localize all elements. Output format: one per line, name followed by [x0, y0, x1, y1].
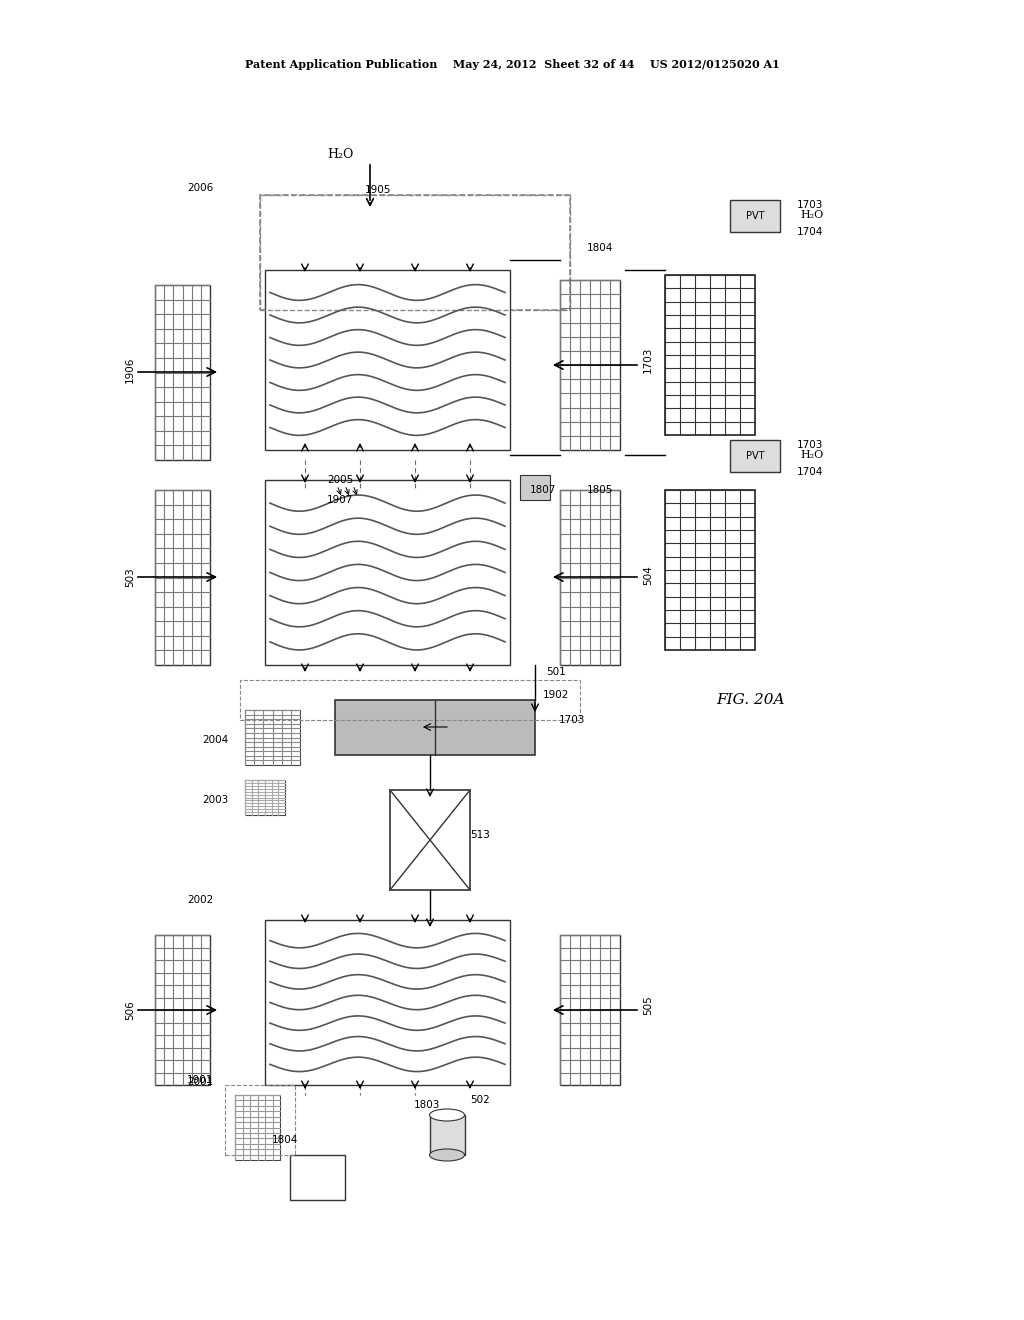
- Bar: [665, 490, 755, 649]
- Bar: [265, 480, 510, 665]
- Bar: [260, 195, 570, 310]
- Bar: [155, 490, 210, 665]
- Text: 2003: 2003: [202, 795, 228, 805]
- Bar: [245, 710, 300, 766]
- Bar: [155, 935, 210, 1085]
- Bar: [290, 1155, 345, 1200]
- Text: 1704: 1704: [797, 467, 823, 477]
- Bar: [520, 475, 550, 500]
- Text: 2005: 2005: [327, 475, 353, 484]
- Text: 1906: 1906: [125, 356, 135, 383]
- Bar: [265, 920, 510, 1085]
- Text: 1807: 1807: [529, 484, 556, 495]
- Text: 506: 506: [125, 1001, 135, 1020]
- Text: 1804: 1804: [271, 1135, 298, 1144]
- Text: 513: 513: [470, 830, 489, 840]
- Bar: [225, 1085, 295, 1155]
- Text: Patent Application Publication    May 24, 2012  Sheet 32 of 44    US 2012/012502: Patent Application Publication May 24, 2…: [245, 59, 779, 70]
- Text: 2002: 2002: [186, 895, 213, 906]
- Text: 1703: 1703: [559, 715, 585, 725]
- Text: 2001: 2001: [186, 1077, 213, 1086]
- Text: 2004: 2004: [202, 735, 228, 744]
- Bar: [155, 285, 210, 459]
- Bar: [335, 700, 535, 755]
- Text: 504: 504: [643, 565, 653, 585]
- Text: 1704: 1704: [797, 227, 823, 238]
- Text: 1905: 1905: [365, 185, 391, 195]
- Bar: [665, 275, 755, 436]
- Text: 1901: 1901: [186, 1074, 213, 1085]
- Bar: [234, 1096, 280, 1160]
- Text: H₂O: H₂O: [327, 149, 353, 161]
- Text: H₂O: H₂O: [800, 450, 823, 459]
- Bar: [260, 195, 570, 310]
- Text: 2006: 2006: [186, 183, 213, 193]
- Ellipse shape: [429, 1148, 465, 1162]
- Text: 505: 505: [643, 995, 653, 1015]
- Bar: [245, 780, 285, 814]
- Text: 1703: 1703: [797, 201, 823, 210]
- Bar: [430, 1115, 465, 1155]
- Bar: [730, 440, 780, 473]
- Bar: [265, 271, 510, 450]
- Bar: [730, 201, 780, 232]
- Text: 502: 502: [470, 1096, 489, 1105]
- Text: 503: 503: [125, 568, 135, 587]
- Text: 1907: 1907: [327, 495, 353, 506]
- Text: 1805: 1805: [587, 484, 613, 495]
- Text: H₂O: H₂O: [800, 210, 823, 220]
- Text: PVT: PVT: [745, 451, 764, 461]
- Bar: [240, 680, 580, 719]
- Text: 1703: 1703: [643, 347, 653, 374]
- Text: 1803: 1803: [414, 1100, 440, 1110]
- Bar: [390, 789, 470, 890]
- Text: FIG. 20A: FIG. 20A: [716, 693, 784, 708]
- Text: PVT: PVT: [745, 211, 764, 220]
- Ellipse shape: [429, 1109, 465, 1121]
- Text: 1703: 1703: [797, 440, 823, 450]
- Text: 1804: 1804: [587, 243, 613, 253]
- Text: 501: 501: [546, 667, 566, 677]
- Bar: [560, 280, 620, 450]
- Bar: [560, 490, 620, 665]
- Bar: [560, 935, 620, 1085]
- Text: 1902: 1902: [543, 690, 569, 700]
